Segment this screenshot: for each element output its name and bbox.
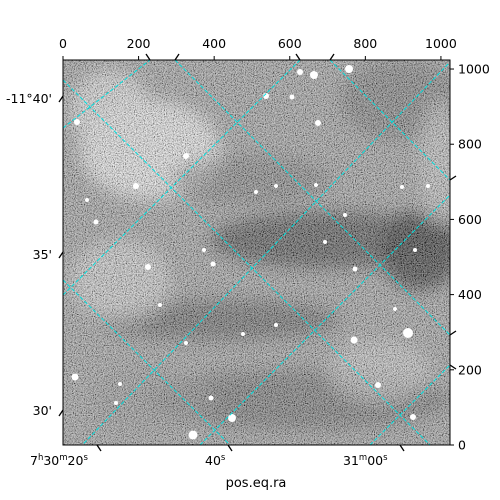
ra-tick-label: 40s [205,453,226,468]
world-axis-ticks [58,53,457,452]
top-tick-label: 400 [202,36,226,51]
ra-tick-label: 31m00s [343,453,388,468]
top-axis-ticks: 0 200 400 600 800 1000 [59,36,457,60]
top-tick-label: 800 [353,36,377,51]
dec-tick-label: 35' [33,247,52,262]
right-tick-label: 0 [458,438,466,453]
right-tick-label: 400 [458,287,482,302]
right-tick-label: 200 [458,362,482,377]
right-axis-ticks: 0 200 400 600 800 1000 [450,62,490,453]
dec-tick-label: 30' [33,403,52,418]
top-tick-label: 1000 [425,36,457,51]
dec-tick-label: -11°40' [6,91,52,106]
top-tick-label: 200 [127,36,151,51]
right-tick-label: 1000 [458,62,490,77]
ra-tick-labels: 7h30m20s 40s 31m00s [30,453,388,468]
ra-tick-label: 7h30m20s [30,453,88,468]
right-tick-label: 600 [458,212,482,227]
dec-tick-labels: -11°40' 35' 30' [6,91,52,418]
right-tick-label: 800 [458,137,482,152]
x-axis-label: pos.eq.ra [226,476,287,491]
coordinate-grid [63,60,450,445]
sky-image [63,60,450,445]
top-tick-label: 600 [278,36,302,51]
top-tick-label: 0 [59,36,67,51]
